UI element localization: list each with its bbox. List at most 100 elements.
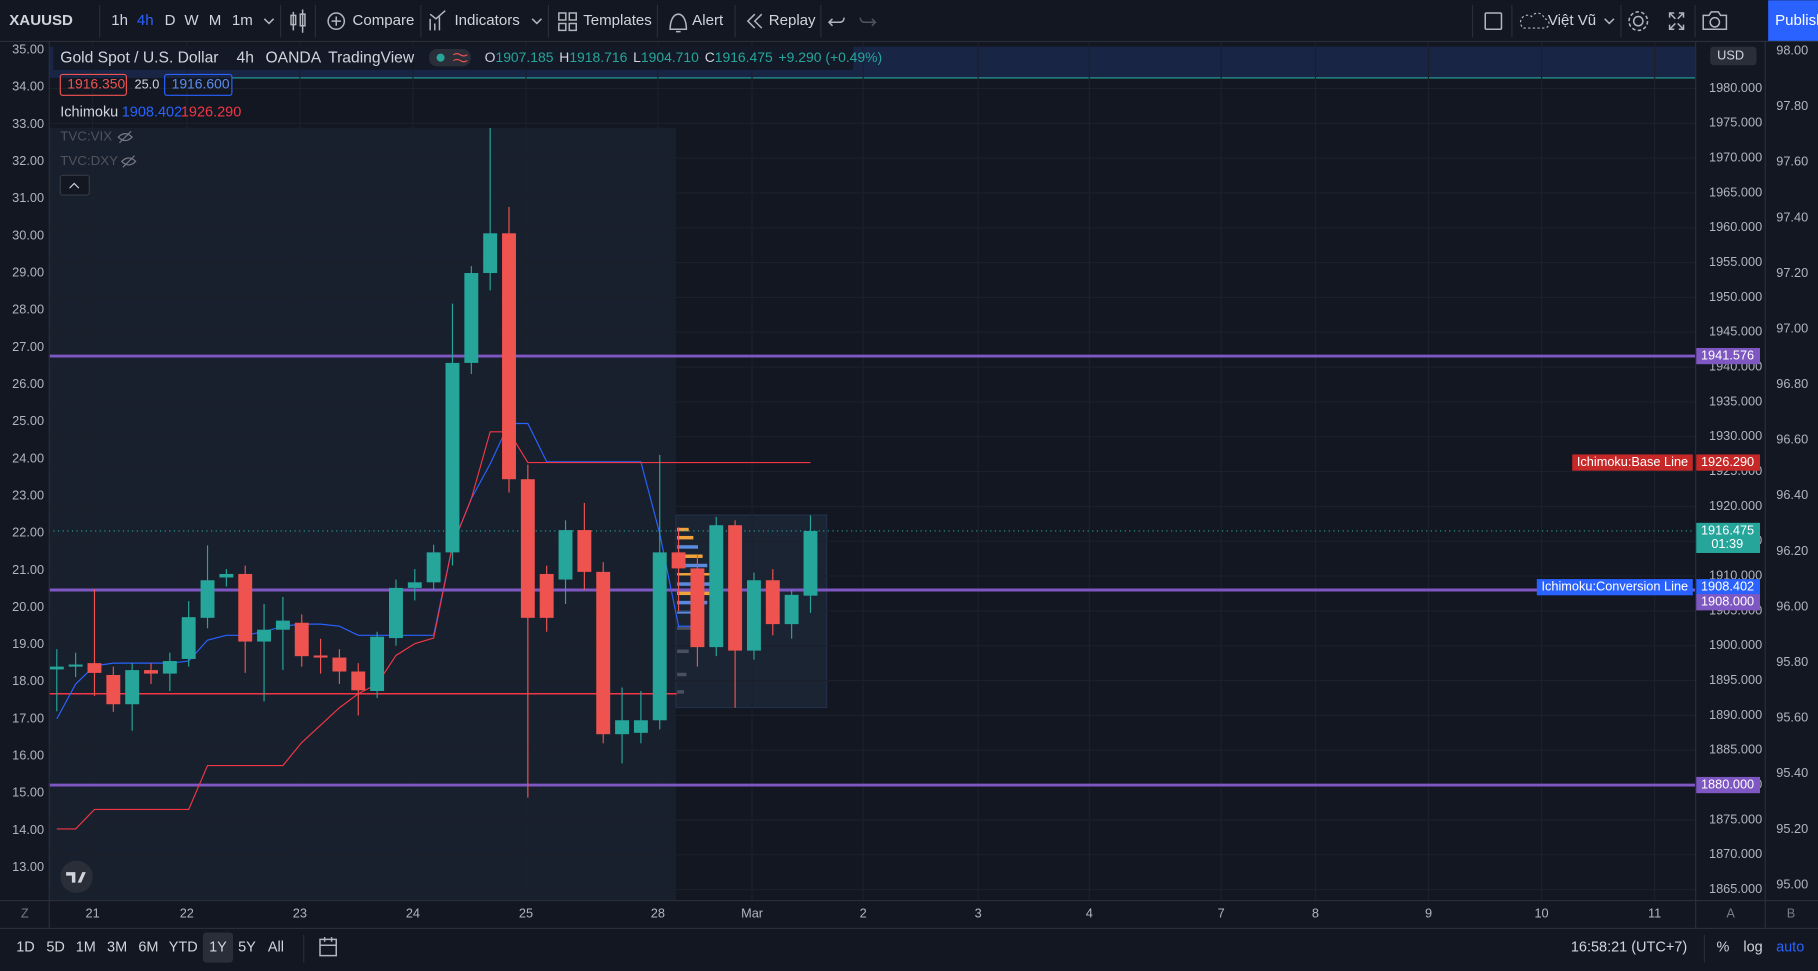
range-selected[interactable] [202, 932, 234, 963]
spread: 25.0 [134, 76, 159, 91]
range-button[interactable]: 5D [46, 939, 65, 955]
range-button[interactable]: All [268, 939, 284, 955]
compare-button[interactable]: Compare [352, 12, 414, 29]
axis-corner[interactable]: Z [21, 905, 29, 920]
indicator-value: 1926.290 [181, 105, 241, 121]
right2-tick-label: 95.00 [1776, 876, 1808, 891]
y-tick-label: 1955.000 [1709, 254, 1762, 269]
left-tick-label: 25.00 [12, 413, 44, 428]
hidden-icon[interactable] [117, 130, 133, 144]
interval[interactable]: 1m [232, 12, 253, 29]
bottom-bar: 1D 5D 1M 3M 6M YTD 1Y 5Y All 16:58:21 (UTC+7) % … [16, 932, 1804, 963]
indicator-line [56, 431, 811, 830]
settings-icon[interactable] [1632, 15, 1644, 27]
clock[interactable]: 16:58:21 (UTC+7) [1571, 939, 1687, 955]
publish-button[interactable] [1768, 0, 1818, 41]
status-pill[interactable] [428, 48, 471, 67]
range-button[interactable]: 3M [107, 939, 127, 955]
bid-price[interactable]: 1916.350 [67, 76, 125, 92]
date-range-icon[interactable] [319, 937, 337, 957]
candle-body [633, 720, 648, 733]
ohlc-label: O [485, 49, 496, 65]
range-button[interactable]: 5Y [238, 939, 256, 955]
indicator-name: Ichimoku [60, 105, 118, 121]
right2-tick-label: 96.60 [1776, 432, 1808, 447]
left-tick-label: 20.00 [12, 599, 44, 614]
candle-body [596, 571, 611, 735]
candle-body [765, 580, 780, 625]
toolbar: XAUUSD 1h 4h D W M 1m Compare Indicators… [0, 0, 1818, 43]
candle-body [464, 273, 479, 363]
indicators-button[interactable]: Indicators [455, 12, 520, 29]
currency-button[interactable] [1710, 46, 1757, 66]
range-button[interactable]: 1Y [209, 939, 227, 955]
templates-button[interactable]: Templates [583, 12, 652, 29]
interval[interactable]: D [165, 12, 176, 29]
candle-body [483, 233, 498, 274]
tv-logo[interactable] [60, 860, 93, 894]
indicators-icon[interactable] [429, 10, 446, 31]
x-tick-label: 8 [1312, 905, 1319, 920]
ask-box[interactable] [164, 73, 233, 96]
legend: Gold Spot / U.S. Dollar 4h OANDA Trading… [53, 46, 882, 894]
chart-type-icon[interactable] [290, 9, 306, 33]
interval[interactable]: 1h [111, 12, 128, 29]
user-layout[interactable]: Việt Vũ [1548, 12, 1596, 29]
interval[interactable]: W [184, 12, 199, 29]
collapse-button[interactable] [59, 174, 90, 196]
y-tick-label: 1935.000 [1709, 393, 1762, 408]
left-tick-label: 22.00 [12, 525, 44, 540]
redo[interactable] [859, 17, 877, 27]
compare-icon[interactable] [327, 12, 346, 31]
templates-icon[interactable] [558, 12, 577, 32]
chevron[interactable] [1604, 18, 1615, 25]
price-label-box [1696, 579, 1761, 596]
hidden-icon[interactable] [120, 155, 137, 168]
left-tick-label: 28.00 [12, 302, 44, 317]
undo[interactable] [827, 17, 845, 27]
candle-body [784, 594, 799, 625]
price-label: 1926.290 [1701, 454, 1754, 469]
x-tick-label: 21 [86, 905, 100, 920]
auto-toggle[interactable]: auto [1776, 939, 1804, 955]
collapse-icon[interactable] [69, 182, 80, 189]
currency[interactable]: USD [1717, 47, 1744, 62]
fullscreen-icon[interactable] [1668, 12, 1685, 31]
range-button[interactable]: 1D [16, 939, 35, 955]
layout-icon[interactable] [1484, 12, 1503, 31]
symbol[interactable]: XAUUSD [9, 12, 73, 29]
snapshot-icon[interactable] [1702, 11, 1728, 31]
y-tick-label: 1890.000 [1709, 707, 1762, 722]
range-button[interactable]: 6M [138, 939, 158, 955]
candle-body [690, 568, 705, 648]
range-button[interactable]: 1M [76, 939, 96, 955]
series-name-label: Ichimoku:Conversion Line [1541, 579, 1688, 594]
bid-box[interactable] [59, 73, 127, 96]
x-tick-label: 25 [519, 905, 533, 920]
chevron[interactable] [263, 18, 275, 25]
interval[interactable]: 4h [137, 12, 154, 29]
publish-label[interactable]: Publish [1775, 12, 1818, 29]
ohlc-value: 1918.716 [569, 49, 627, 65]
replay-icon[interactable] [746, 13, 763, 29]
percent-toggle[interactable]: % [1716, 939, 1729, 955]
y-tick-label: 1975.000 [1709, 115, 1762, 130]
left-tick-label: 26.00 [12, 376, 44, 391]
right2-tick-label: 98.00 [1776, 43, 1808, 58]
candle-body [502, 233, 516, 480]
x-tick-label: 9 [1425, 905, 1432, 920]
interval[interactable]: M [209, 12, 222, 29]
log-toggle[interactable]: log [1743, 939, 1762, 955]
y-tick-label: 1920.000 [1709, 498, 1762, 513]
axis-corner[interactable]: B [1787, 905, 1796, 920]
left-tick-label: 33.00 [12, 116, 44, 131]
alert-icon[interactable] [669, 13, 688, 33]
range-button[interactable]: YTD [169, 939, 198, 955]
alert-button[interactable]: Alert [692, 12, 724, 29]
shaded-range [48, 127, 676, 900]
chevron[interactable] [531, 18, 542, 25]
ask-price[interactable]: 1916.600 [172, 76, 230, 92]
replay-button[interactable]: Replay [769, 12, 816, 29]
axis-corner[interactable]: A [1726, 905, 1735, 920]
